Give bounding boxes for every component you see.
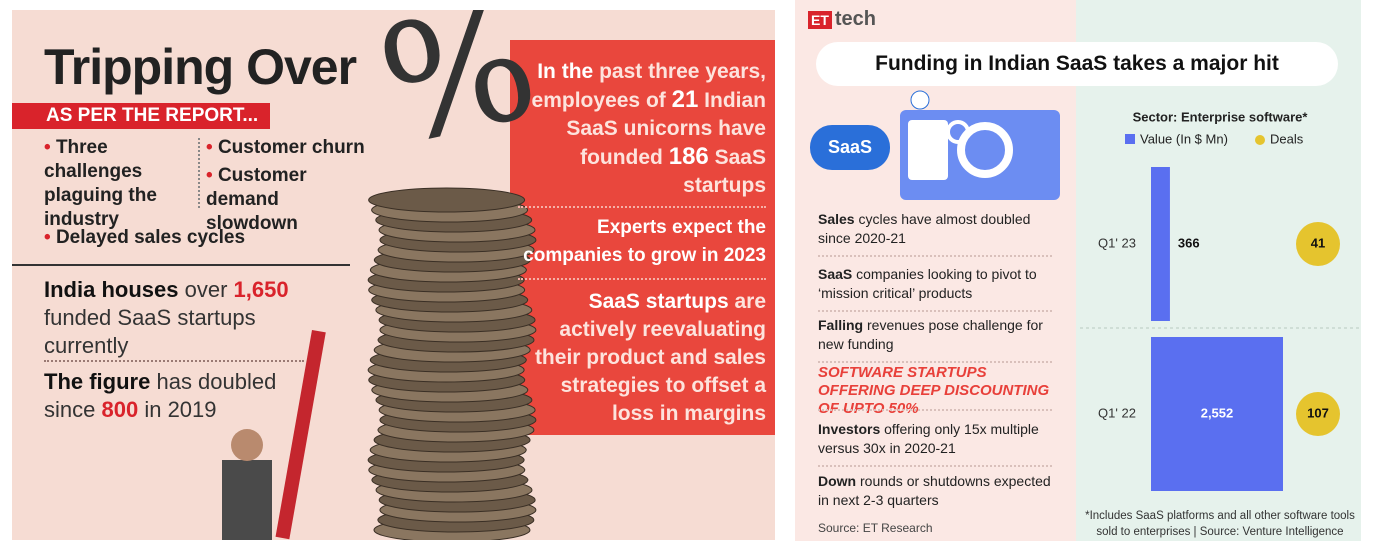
value-label: 2,552 <box>1201 405 1234 420</box>
legend-label: Value (In $ Mn) <box>1140 131 1228 146</box>
point: Falling revenues pose challenge for new … <box>818 316 1058 354</box>
point-lead: Investors <box>818 421 880 437</box>
challenge: Customer churn <box>206 136 366 160</box>
fact-number: 1,650 <box>234 277 289 302</box>
divider <box>198 138 200 208</box>
fact-text: over <box>185 277 228 302</box>
footnote: *Includes SaaS platforms and all other s… <box>1080 508 1360 540</box>
fact: India houses over 1,650 funded SaaS star… <box>44 276 314 360</box>
chart-title: Sector: Enterprise software* <box>1133 109 1309 124</box>
category-label: Q1' 23 <box>1098 235 1136 250</box>
point: Sales cycles have almost doubled since 2… <box>818 210 1058 248</box>
highlight: SaaS startups are actively reevaluating … <box>518 288 766 428</box>
legend-swatch <box>1125 134 1135 144</box>
point: Down rounds or shutdowns expected in nex… <box>818 472 1058 510</box>
bar <box>1151 167 1170 321</box>
source: Source: ET Research <box>818 521 933 535</box>
legend-swatch <box>1255 135 1265 145</box>
point-lead: Down <box>818 473 856 489</box>
divider <box>818 310 1052 312</box>
highlight-number: 21 <box>672 86 699 113</box>
fact-lead: The figure <box>44 369 150 394</box>
divider <box>818 409 1052 411</box>
highlight: In the past three years, employees of 21… <box>518 58 766 200</box>
category-label: Q1' 22 <box>1098 405 1136 420</box>
deals-label: 107 <box>1307 405 1329 420</box>
fact-text: in 2019 <box>144 397 216 422</box>
brand-tech: tech <box>835 8 876 30</box>
fact-number: 800 <box>101 397 138 422</box>
point-lead: SaaS <box>818 266 852 282</box>
divider <box>518 278 766 280</box>
card <box>908 120 948 180</box>
divider <box>44 360 304 362</box>
highlight-lead: SaaS startups <box>589 290 729 313</box>
deals-label: 41 <box>1311 235 1325 250</box>
divider <box>818 255 1052 257</box>
challenge: Delayed sales cycles <box>44 226 294 250</box>
divider <box>818 361 1052 363</box>
point-lead: Sales <box>818 211 855 227</box>
check <box>911 91 929 109</box>
chart: Sector: Enterprise software* Value (In $ … <box>1080 100 1360 505</box>
fact-lead: India houses <box>44 277 178 302</box>
person <box>222 460 272 540</box>
value-label: 366 <box>1178 235 1200 250</box>
point-lead: Falling <box>818 317 863 333</box>
highlight-lead: In the <box>537 60 593 83</box>
divider <box>818 465 1052 467</box>
title: Tripping Over <box>44 38 356 96</box>
divider <box>12 264 350 266</box>
brand-et: ET <box>808 11 832 29</box>
highlight: Experts expect the companies to grow in … <box>518 214 766 270</box>
headline: Funding in Indian SaaS takes a major hit <box>816 42 1338 86</box>
divider <box>518 206 766 208</box>
badge: SaaS <box>828 137 872 157</box>
fact-text: funded SaaS startups currently <box>44 305 256 358</box>
person-head <box>231 429 263 461</box>
saas-illustration: SaaS <box>800 90 1070 210</box>
highlight-number: 186 <box>669 143 709 170</box>
page: % Tripping Over AS PER THE REPORT... Thr… <box>0 0 1376 541</box>
left-panel: % Tripping Over AS PER THE REPORT... Thr… <box>12 10 775 540</box>
point: SaaS companies looking to pivot to ‘miss… <box>818 265 1058 303</box>
report-heading: AS PER THE REPORT... <box>12 103 270 129</box>
coin <box>369 188 525 212</box>
fact: The figure has doubled since 800 in 2019 <box>44 368 314 424</box>
point: Investors offering only 15x multiple ver… <box>818 420 1058 458</box>
legend-label: Deals <box>1270 131 1304 146</box>
challenge: Three challenges plaguing the industry <box>44 136 194 232</box>
